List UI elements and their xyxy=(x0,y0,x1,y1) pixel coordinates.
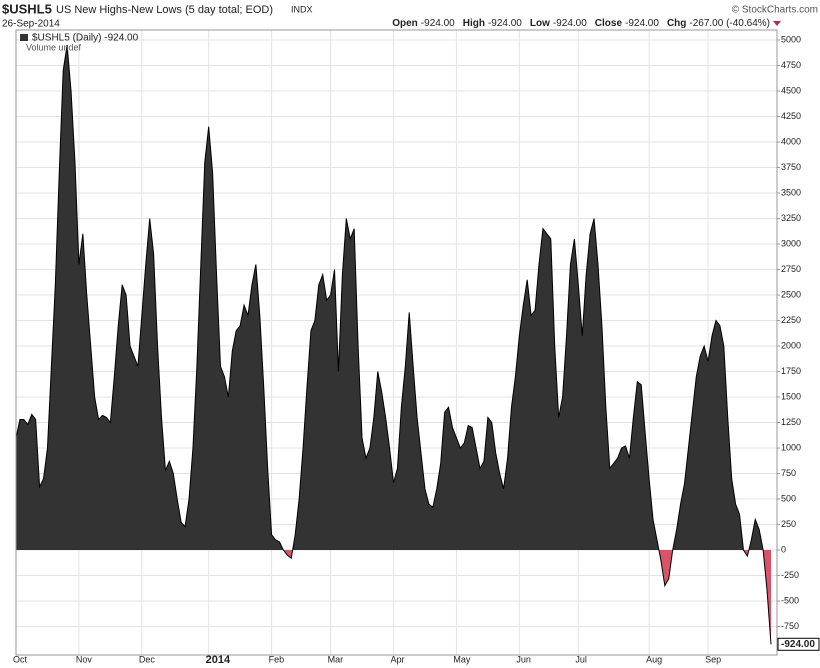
exchange: INDX xyxy=(291,4,313,14)
y-tick-label: -750 xyxy=(781,621,799,631)
chart-subtitle: US New Highs-New Lows (5 day total; EOD) xyxy=(56,4,273,16)
x-tick-label: Oct xyxy=(13,654,28,664)
x-tick-label: 2014 xyxy=(206,654,231,666)
y-tick-label: 750 xyxy=(781,468,796,478)
quote-label: High xyxy=(463,18,485,29)
y-tick-label: -250 xyxy=(781,570,799,580)
y-tick-label: 3750 xyxy=(781,162,801,172)
quote: Open -924.00 High -924.00 Low -924.00 Close -92… xyxy=(392,18,770,29)
date: 26-Sep-2014 xyxy=(2,19,60,30)
down-arrow xyxy=(773,21,781,26)
quote-label: Close xyxy=(595,18,623,29)
legend-entry: $USHL5 (Daily) -924.00 xyxy=(32,33,139,44)
quote-value: -924.00 xyxy=(553,18,587,29)
y-tick-label: 2250 xyxy=(781,315,801,325)
y-tick-label: 4750 xyxy=(781,60,801,70)
y-tick-label: 1750 xyxy=(781,366,801,376)
quote-label: Low xyxy=(530,18,550,29)
x-tick-label: Sep xyxy=(705,654,721,664)
x-tick-label: Apr xyxy=(391,654,405,664)
y-tick-label: 0 xyxy=(781,544,786,554)
y-tick-label: 3250 xyxy=(781,213,801,223)
x-tick-label: Jul xyxy=(575,654,587,664)
quote-label: Open xyxy=(392,18,418,29)
axes: -750 -500 -250 0 250 500 750 1000 1250 1500 1750 20… xyxy=(13,34,820,666)
y-tick-label: 2000 xyxy=(781,340,801,350)
plot-frame xyxy=(15,29,778,656)
x-tick-label: Feb xyxy=(269,654,285,664)
x-tick-label: May xyxy=(453,654,471,664)
quote-value: -924.00 xyxy=(421,18,455,29)
quote-value: -267.00 (-40.64%) xyxy=(689,18,770,29)
line xyxy=(15,45,772,645)
x-tick-label: Nov xyxy=(76,654,93,664)
x-tick-label: Aug xyxy=(646,654,662,664)
y-tick-label: -500 xyxy=(781,595,799,605)
quote-value: -924.00 xyxy=(625,18,659,29)
quote-value: -924.00 xyxy=(488,18,522,29)
y-tick-label: 4000 xyxy=(781,136,801,146)
y-tick-label: 3500 xyxy=(781,187,801,197)
y-tick-label: 3000 xyxy=(781,238,801,248)
legend-swatch xyxy=(20,34,28,41)
copyright: © StockCharts.com xyxy=(732,5,818,16)
x-tick-label: Dec xyxy=(139,654,156,664)
y-tick-label: 4500 xyxy=(781,85,801,95)
last-value-box xyxy=(777,637,820,651)
chart-title: $USHL5 xyxy=(2,1,52,16)
x-tick-label: Jun xyxy=(516,654,531,664)
y-tick-label: 1500 xyxy=(781,391,801,401)
last-value-label: -924.00 xyxy=(781,639,815,650)
y-tick-label: 500 xyxy=(781,493,796,503)
y-tick-label: 4250 xyxy=(781,111,801,121)
y-tick-label: 250 xyxy=(781,519,796,529)
y-tick-label: 1000 xyxy=(781,442,801,452)
y-tick-label: 5000 xyxy=(781,34,801,44)
quote-label: Chg xyxy=(667,18,686,29)
plot xyxy=(15,45,772,645)
y-tick-label: 2500 xyxy=(781,289,801,299)
x-tick-label: Mar xyxy=(328,654,344,664)
y-tick-label: 1250 xyxy=(781,417,801,427)
volume-note: Volume undef xyxy=(26,42,82,52)
y-tick-label: 2750 xyxy=(781,264,801,274)
